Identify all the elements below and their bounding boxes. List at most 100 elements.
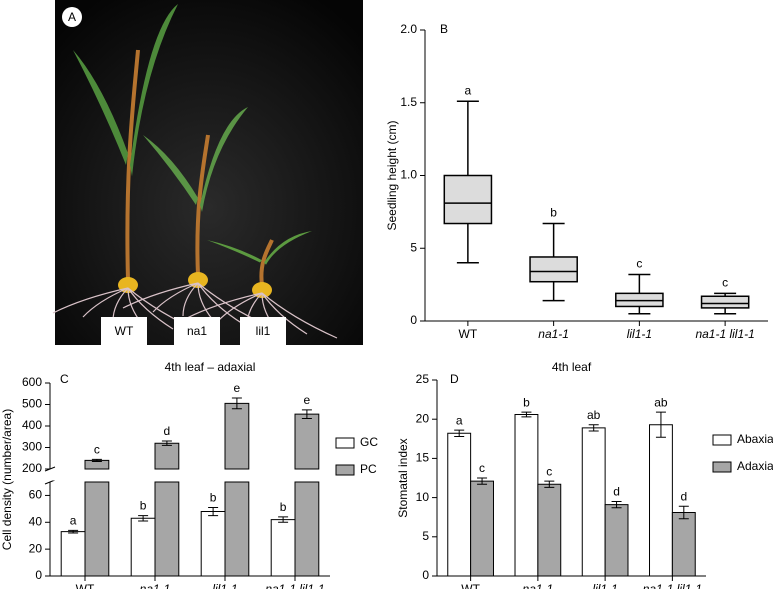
root (182, 282, 199, 317)
significance-letter: d (164, 424, 171, 438)
bar (470, 480, 494, 577)
error-bar (231, 397, 242, 410)
photo-label: lil1 (256, 324, 271, 338)
significance-letter: c (636, 257, 642, 271)
x-tick-label: na1-1 (538, 327, 569, 341)
x-tick-label: na1-1 (140, 582, 171, 589)
x-tick-label: lil1-1 (627, 327, 652, 341)
significance-letter: b (140, 499, 147, 513)
panel-label: B (440, 22, 448, 36)
leaf (143, 135, 198, 205)
error-bar (588, 424, 599, 432)
error-bar (477, 477, 488, 485)
significance-letter: b (550, 206, 557, 220)
legend-label: Abaxial (737, 432, 773, 446)
significance-letter: ab (587, 408, 601, 422)
legend-label: GC (360, 435, 378, 449)
bar (130, 517, 156, 577)
bar (649, 424, 673, 577)
y-tick-label: 1.0 (400, 168, 417, 182)
y-tick-label: 10 (416, 490, 430, 504)
y-tick-label: 15 (416, 451, 430, 465)
significance-letter: a (456, 413, 463, 427)
significance-letter: e (234, 381, 241, 395)
bar (581, 427, 606, 577)
significance-letter: d (613, 485, 620, 499)
x-tick-label: na1-1 lil1-1 (643, 582, 702, 589)
significance-letter: c (722, 276, 728, 290)
significance-letter: ab (654, 395, 668, 409)
photo-label: na1 (187, 324, 207, 338)
error-bar (68, 529, 79, 534)
bar (224, 402, 250, 577)
error-bar (521, 411, 532, 418)
panel-label: D (450, 372, 459, 386)
y-tick-label: 60 (29, 488, 43, 502)
significance-letter: a (465, 83, 472, 97)
y-tick-label: 300 (22, 440, 42, 454)
x-tick-label: lil1-1 (212, 582, 237, 589)
error-bar (208, 507, 219, 517)
bar (671, 511, 696, 577)
axis-break (44, 466, 56, 485)
photo-label: WT (115, 324, 134, 338)
bar (200, 511, 226, 577)
root (122, 282, 199, 309)
stem (259, 239, 274, 286)
bar (537, 483, 562, 577)
error-bar (161, 440, 172, 446)
legend-label: Adaxial (737, 459, 773, 473)
y-tick-label: 0 (422, 568, 429, 582)
leaf (207, 240, 262, 263)
x-tick-label: na1-1 lil1-1 (265, 582, 324, 589)
y-tick-label: 500 (22, 397, 42, 411)
panel-label: C (60, 372, 69, 386)
chart-title: 4th leaf – adaxial (165, 360, 256, 374)
significance-letter: b (210, 491, 217, 505)
error-bar (454, 429, 465, 437)
error-bar (611, 501, 622, 509)
y-tick-label: 20 (29, 541, 43, 555)
error-bar (91, 458, 102, 462)
significance-letter: b (280, 500, 287, 514)
x-tick-label: na1-1 lil1-1 (695, 327, 754, 341)
error-bar (138, 515, 149, 522)
y-tick-label: 400 (22, 418, 42, 432)
x-tick-label: WT (459, 327, 478, 341)
root (261, 292, 338, 339)
leaf (73, 50, 128, 165)
y-tick-label: 200 (22, 461, 42, 475)
box (700, 295, 750, 309)
root (197, 282, 244, 325)
label-box (101, 317, 147, 345)
y-axis-label: Stomatal index (396, 438, 410, 517)
y-tick-label: 1.5 (400, 95, 417, 109)
bar (154, 442, 180, 577)
y-tick-label: 0 (410, 313, 417, 327)
root (52, 287, 129, 314)
y-tick-label: 0 (35, 568, 42, 582)
panel-badge (62, 7, 82, 27)
significance-letter: e (304, 393, 311, 407)
legend-label: PC (360, 462, 377, 476)
box (443, 174, 493, 225)
root (261, 292, 308, 335)
x-tick-label: lil1-1 (592, 582, 617, 589)
y-tick-label: 40 (29, 514, 43, 528)
stem (195, 134, 210, 276)
error-bar (301, 409, 312, 419)
significance-letter: c (94, 442, 100, 456)
x-tick-label: WT (461, 582, 480, 589)
legend-swatch (335, 437, 355, 449)
y-tick-label: 5 (410, 240, 417, 254)
bar (604, 504, 629, 577)
label-box (174, 317, 220, 345)
y-axis-label: Seedling height (cm) (385, 120, 399, 230)
chart-title: 4th leaf (552, 360, 592, 374)
bar (294, 413, 320, 577)
root (186, 292, 263, 319)
stem (125, 49, 140, 281)
root (152, 282, 199, 313)
significance-letter: a (70, 514, 77, 528)
